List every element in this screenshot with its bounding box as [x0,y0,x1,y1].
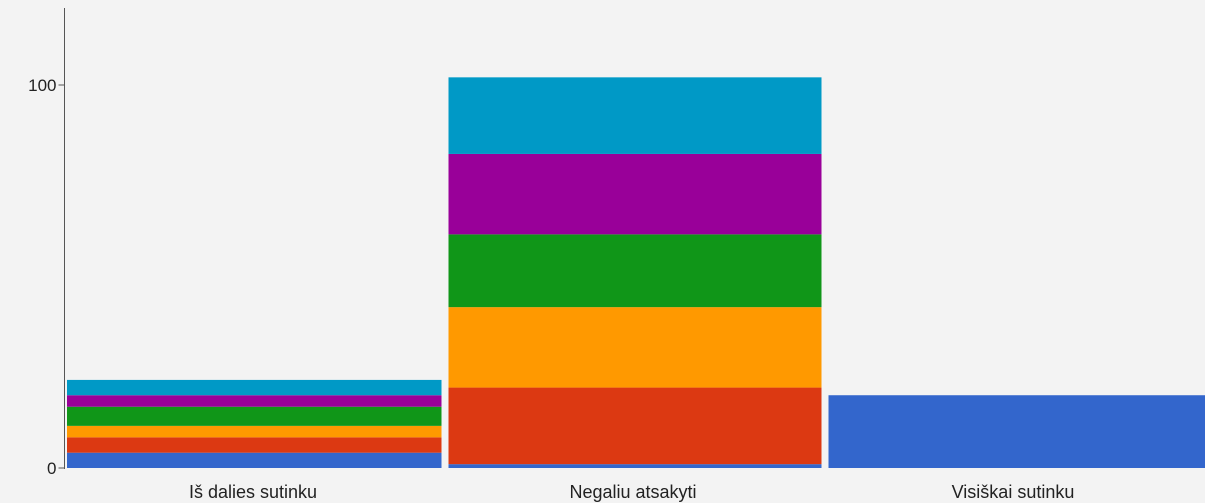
x-tick-label: Iš dalies sutinku [189,482,317,502]
labels-layer: Iš dalies sutinku Negaliu atsakyti Visiška… [189,482,1074,502]
bar-segment-0-0 [67,452,442,468]
bar-segment-1-3 [448,234,822,308]
bars-layer [67,77,1205,468]
bar-segment-0-3 [67,406,442,426]
bar-segment-0-4 [67,395,442,407]
bar-segment-0-1 [67,437,442,453]
bar-segment-2-0 [828,395,1205,468]
x-tick-label: Negaliu atsakyti [569,482,696,502]
axis-layer: 0 100 [28,8,65,478]
y-tick-label: 100 [28,76,56,95]
bar-segment-1-2 [448,307,822,388]
x-tick-label: Visiškai sutinku [952,482,1075,502]
bar-segment-0-2 [67,425,442,438]
bar-segment-1-5 [448,77,822,154]
y-tick-label: 0 [47,459,56,478]
bar-segment-1-1 [448,387,822,465]
bar-segment-1-4 [448,153,822,235]
bar-segment-1-0 [448,464,822,468]
bar-segment-0-5 [67,379,442,396]
